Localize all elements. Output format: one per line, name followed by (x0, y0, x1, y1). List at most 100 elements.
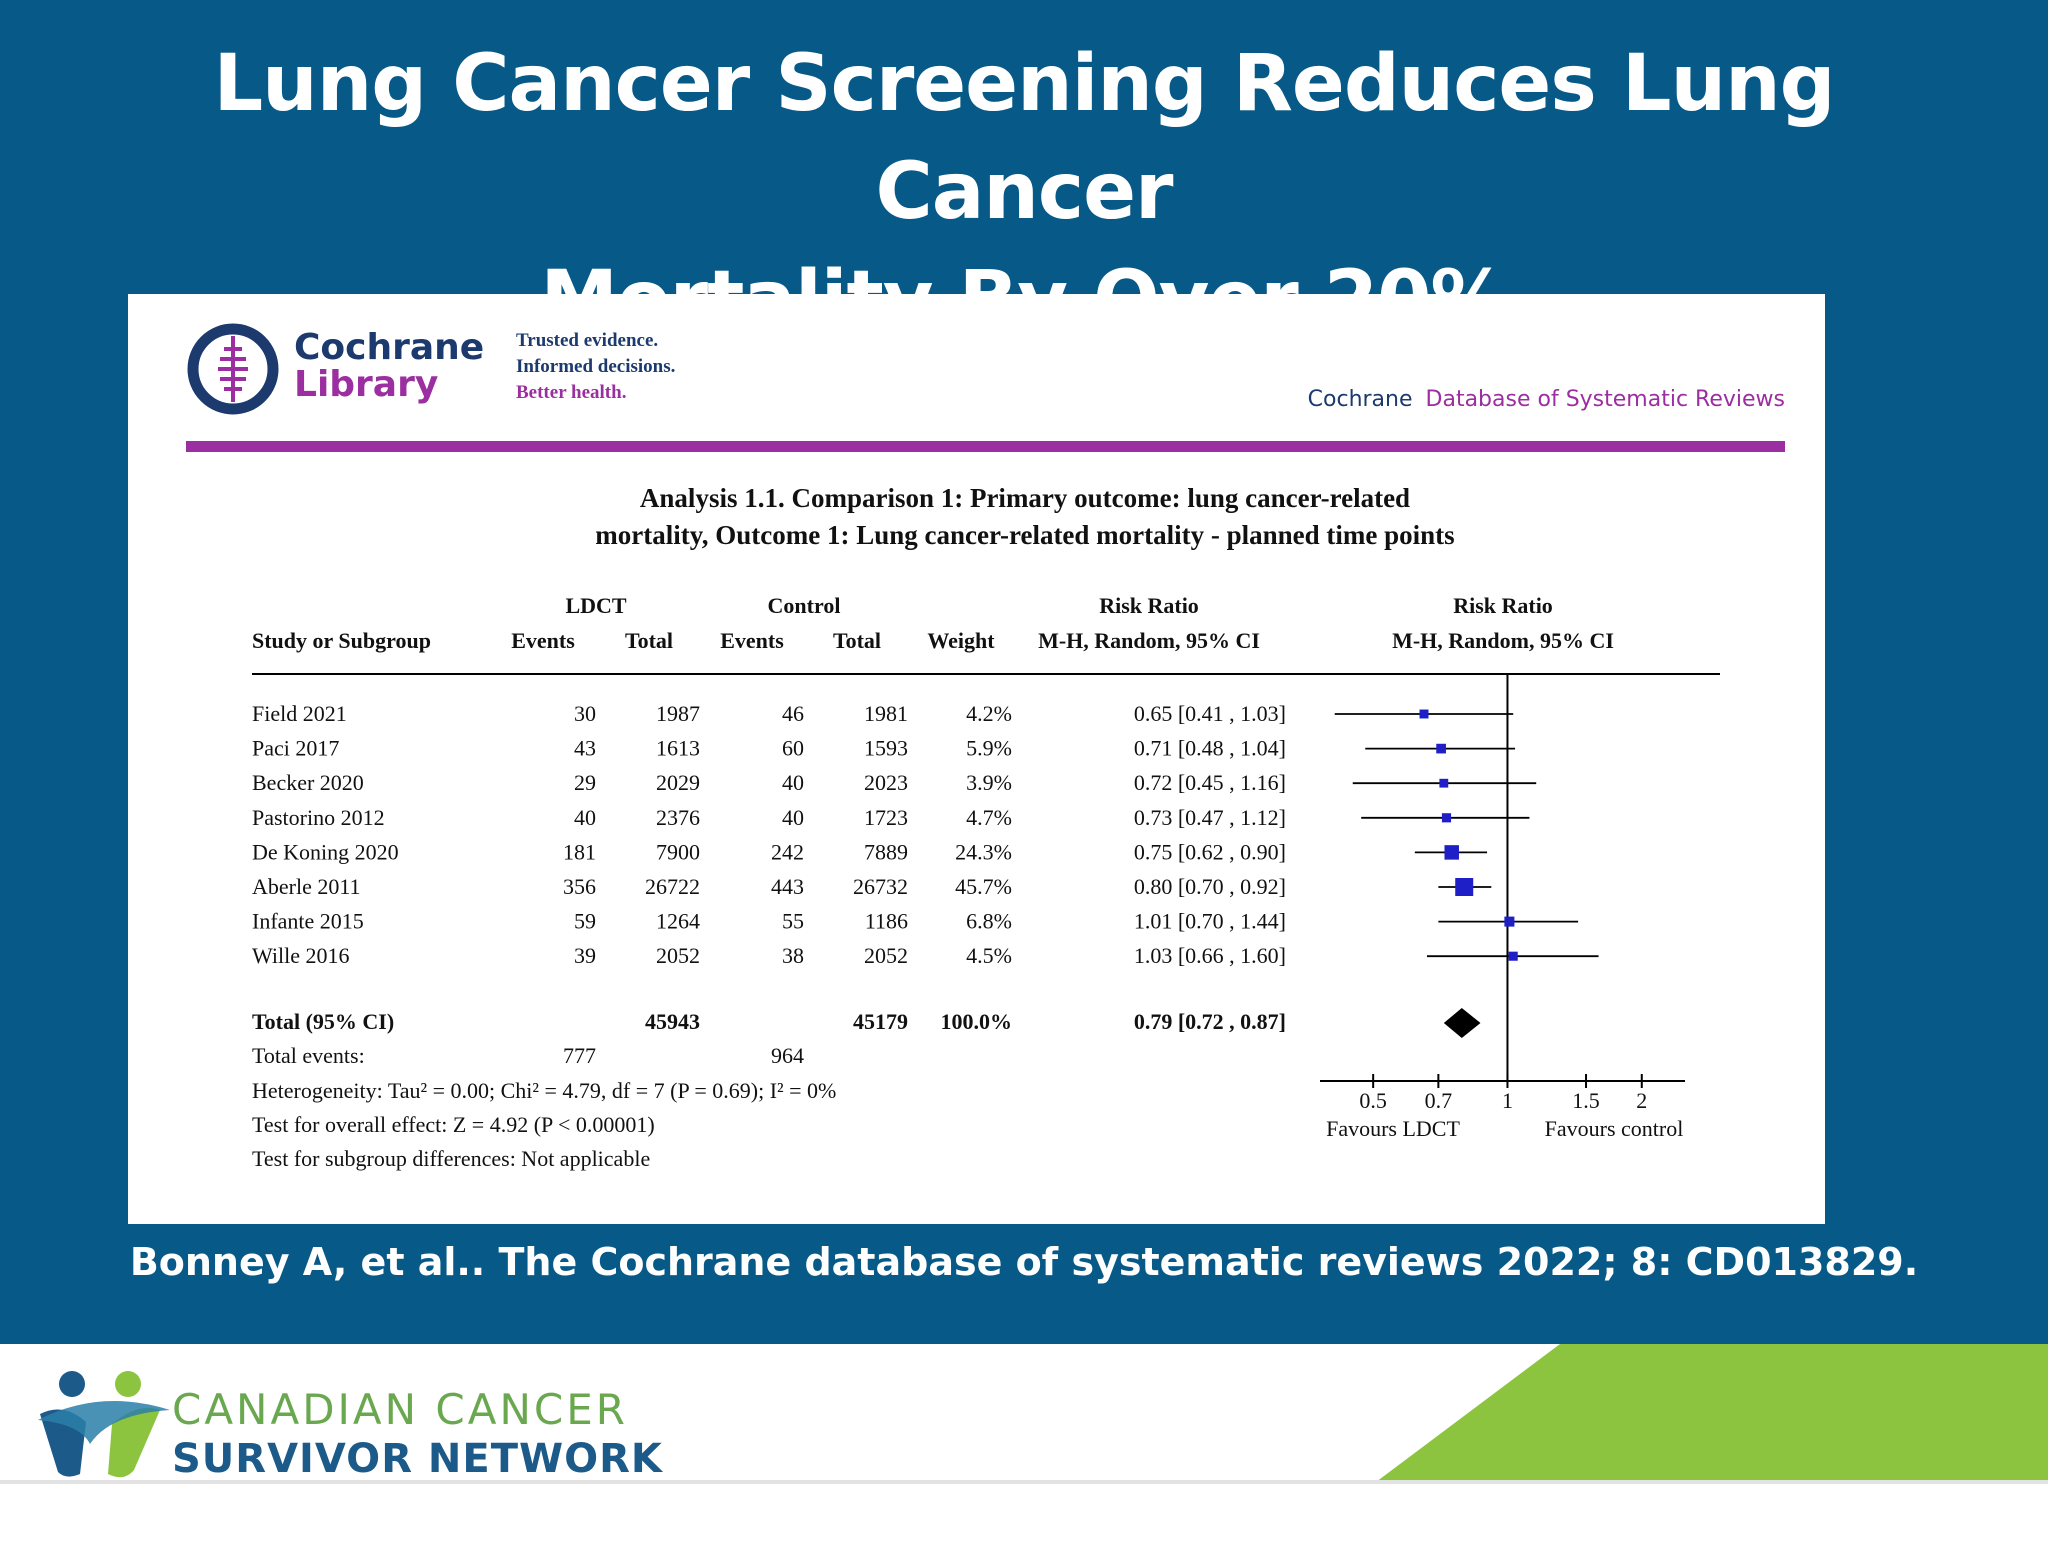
cell-ldct-total: 7900 (656, 839, 700, 864)
header-rr-text: M-H, Random, 95% CI (1038, 628, 1260, 653)
table-row: Becker 2020 29 2029 40 2023 3.9% 0.72 [0.45 , … (252, 770, 1286, 795)
header-ctrl-events: Events (720, 628, 784, 653)
cell-ldct-events: 59 (574, 909, 596, 934)
header-rr-plot: M-H, Random, 95% CI (1392, 628, 1614, 653)
cell-ldct-events: 39 (574, 943, 596, 968)
cell-ldct-total: 2376 (656, 805, 700, 830)
cell-study: De Koning 2020 (252, 839, 399, 864)
cell-ldct-events: 29 (574, 770, 596, 795)
cell-ctrl-events: 40 (782, 770, 804, 795)
cell-weight: 3.9% (966, 770, 1012, 795)
cell-ldct-total: 2052 (656, 943, 700, 968)
analysis-title: Analysis 1.1. Comparison 1: Primary outc… (595, 483, 1454, 550)
cell-rr-text: 1.01 [0.70 , 1.44] (1134, 909, 1286, 934)
pooled-diamond (1443, 1008, 1481, 1038)
cell-study: Field 2021 (252, 701, 347, 726)
cell-rr-text: 0.73 [0.47 , 1.12] (1134, 805, 1286, 830)
x-tick-label: 2 (1636, 1088, 1647, 1113)
cell-weight: 24.3% (955, 839, 1012, 864)
cell-ldct-total: 1264 (656, 909, 700, 934)
table-row: Paci 2017 43 1613 60 1593 5.9% 0.71 [0.48 , 1.… (252, 736, 1286, 761)
cochrane-logo-mark-icon (218, 336, 248, 402)
tagline-line-1: Trusted evidence. (516, 330, 658, 351)
footnote-subgroup: Test for subgroup differences: Not appli… (252, 1146, 650, 1171)
forest-plot-figure: Cochrane Library Trusted evidence. Infor… (128, 294, 1825, 1224)
cell-study: Aberle 2011 (252, 874, 361, 899)
study-marker (1439, 778, 1449, 788)
header-group-rr-text: Risk Ratio (1099, 593, 1199, 618)
table-row: Pastorino 2012 40 2376 40 1723 4.7% 0.73 [0.47… (252, 805, 1286, 830)
ccsn-name-line-1: CANADIAN CANCER (172, 1385, 628, 1434)
x-tick-label: 1.5 (1572, 1088, 1600, 1113)
slide-title-line-1: Lung Cancer Screening Reduces Lung Cance… (213, 39, 1835, 237)
table-row: Field 2021 30 1987 46 1981 4.2% 0.65 [0.41 , 1… (252, 701, 1286, 726)
cell-ldct-total: 1613 (656, 736, 700, 761)
favours-right-label: Favours control (1545, 1116, 1684, 1141)
footer-green-wedge (1376, 1344, 2048, 1482)
favours-left-label: Favours LDCT (1326, 1116, 1460, 1141)
cochrane-header-rule (186, 441, 1785, 452)
x-tick-label: 0.7 (1425, 1088, 1453, 1113)
footnote-overall-effect: Test for overall effect: Z = 4.92 (P < 0… (252, 1112, 655, 1137)
total-events-label: Total events: (252, 1043, 365, 1068)
total-events-ctrl: 964 (771, 1043, 804, 1068)
header-group-control: Control (768, 593, 841, 618)
cell-ldct-total: 2029 (656, 770, 700, 795)
cell-ctrl-events: 46 (782, 701, 804, 726)
footnotes: Heterogeneity: Tau² = 0.00; Chi² = 4.79,… (252, 1078, 836, 1171)
header-study: Study or Subgroup (252, 628, 431, 653)
cell-ctrl-events: 55 (782, 909, 804, 934)
cell-weight: 4.7% (966, 805, 1012, 830)
forest-plot-area: 0.5 0.7 1 1.5 2 Favours LDCT Favours control (1320, 674, 1685, 1141)
total-rr-text: 0.79 [0.72 , 0.87] (1134, 1009, 1286, 1034)
cochrane-database-name: Cochrane Database of Systematic Reviews (1308, 387, 1785, 412)
cell-study: Wille 2016 (252, 943, 350, 968)
cell-ctrl-total: 1981 (864, 701, 908, 726)
footer-rule (0, 1480, 2048, 1484)
cell-ldct-events: 356 (563, 874, 596, 899)
total-row: Total (95% CI) 45943 45179 100.0% 0.79 [… (252, 1009, 1286, 1034)
footer-svg: CANADIAN CANCER SURVIVOR NETWORK (38, 1344, 2048, 1482)
cell-rr-text: 0.72 [0.45 , 1.16] (1134, 770, 1286, 795)
total-study: Total (95% CI) (252, 1009, 394, 1034)
study-marker (1441, 813, 1452, 823)
study-marker (1419, 709, 1429, 719)
header-ctrl-total: Total (833, 628, 881, 653)
cell-ctrl-events: 38 (782, 943, 804, 968)
cell-ctrl-total: 1723 (864, 805, 908, 830)
tagline-line-2: Informed decisions. (516, 356, 675, 377)
cell-weight: 5.9% (966, 736, 1012, 761)
table-row: De Koning 2020 181 7900 242 7889 24.3% 0.75 [0… (252, 839, 1286, 864)
cell-ctrl-total: 2052 (864, 943, 908, 968)
x-tick-label: 1 (1502, 1088, 1513, 1113)
cochrane-tagline: Trusted evidence. Informed decisions. Be… (516, 330, 675, 403)
total-events-row: Total events: 777 964 (252, 1043, 804, 1068)
cell-ldct-total: 1987 (656, 701, 700, 726)
cell-ctrl-events: 443 (771, 874, 804, 899)
total-weight: 100.0% (941, 1009, 1013, 1034)
study-marker (1508, 951, 1518, 961)
cell-ldct-events: 181 (563, 839, 596, 864)
table-row: Aberle 2011 356 26722 443 26732 45.7% 0.80 [0.… (252, 874, 1286, 899)
total-ldct-total: 45943 (645, 1009, 700, 1034)
cochrane-logo-ring (187, 323, 279, 415)
table-row: Wille 2016 39 2052 38 2052 4.5% 1.03 [0.66 , 1… (252, 943, 1286, 968)
total-events-ldct: 777 (563, 1043, 596, 1068)
study-marker (1504, 916, 1515, 927)
citation: Bonney A, et al.. The Cochrane database … (129, 1240, 1919, 1284)
cell-weight: 45.7% (955, 874, 1012, 899)
footer-band: CANADIAN CANCER SURVIVOR NETWORK (0, 1344, 2048, 1536)
database-suffix: Database of Systematic Reviews (1426, 387, 1785, 412)
cell-ldct-events: 40 (574, 805, 596, 830)
table-headers: LDCT Control Risk Ratio Risk Ratio Study… (252, 593, 1614, 653)
cell-study: Pastorino 2012 (252, 805, 385, 830)
cell-ctrl-events: 60 (782, 736, 804, 761)
study-marker (1436, 743, 1446, 754)
cell-study: Infante 2015 (252, 909, 364, 934)
cell-ctrl-total: 1186 (865, 909, 908, 934)
forest-plot-svg: Cochrane Library Trusted evidence. Infor… (186, 323, 1785, 1171)
cochrane-brand-line-2: Library (294, 364, 438, 405)
cell-rr-text: 0.75 [0.62 , 0.90] (1134, 839, 1286, 864)
cell-rr-text: 0.71 [0.48 , 1.04] (1134, 736, 1286, 761)
cell-rr-text: 0.80 [0.70 , 0.92] (1134, 874, 1286, 899)
